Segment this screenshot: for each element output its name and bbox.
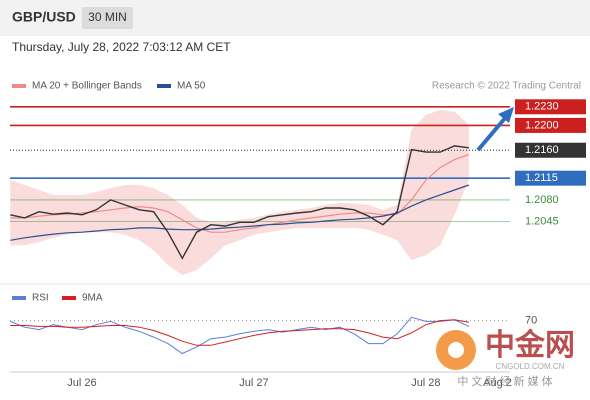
level-label: 1.2160: [525, 144, 559, 156]
price-line: [10, 145, 469, 260]
x-tick-label: Aug 2: [483, 377, 512, 389]
x-tick-label: Jul 27: [239, 377, 268, 389]
legend-swatch: [12, 296, 26, 300]
forecast-arrow: [476, 115, 508, 152]
series-line: [10, 319, 469, 346]
legend-swatch: [157, 84, 171, 88]
level-label: 1.2045: [525, 216, 559, 228]
watermark: 中金网 CNGOLD.COM.CN 中 文 财 经 新 媒 体: [436, 328, 575, 388]
symbol: GBP/USD: [12, 9, 76, 25]
legend-label: MA 50: [177, 81, 206, 92]
x-tick-label: Jul 26: [67, 377, 96, 389]
y-tick-label: 70: [525, 314, 537, 326]
level-label: 1.2230: [525, 101, 559, 113]
x-tick-label: Jul 28: [411, 377, 440, 389]
level-box: [515, 142, 586, 158]
credit: Research © 2022 Trading Central: [432, 81, 581, 92]
level-label: 1.2200: [525, 119, 559, 131]
watermark-text: 中金网: [485, 328, 575, 362]
level-box: [515, 99, 586, 115]
legend-swatch: [12, 84, 26, 88]
level-label: 1.2115: [525, 172, 558, 184]
watermark-logo: [448, 342, 464, 358]
level-box: [515, 117, 586, 133]
watermark-site: CNGOLD.COM.CN: [496, 362, 565, 371]
timeframe-box: [82, 7, 133, 29]
series-line: [10, 316, 470, 355]
series-line: [10, 184, 470, 241]
legend-label: RSI: [32, 293, 49, 304]
legend-label: 9MA: [82, 293, 103, 304]
forecast-arrow-head: [498, 107, 514, 123]
watermark-tagline: 中 文 财 经 新 媒 体: [457, 374, 552, 388]
legend-swatch: [62, 296, 76, 300]
timeframe: 30 MIN: [88, 10, 127, 24]
level-label: 1.2080: [525, 194, 559, 206]
level-box: [515, 170, 586, 186]
timestamp: Thursday, July 28, 2022 7:03:12 AM CET: [12, 40, 231, 54]
bollinger-band: [10, 109, 469, 276]
legend-label: MA 20 + Bollinger Bands: [32, 81, 142, 92]
